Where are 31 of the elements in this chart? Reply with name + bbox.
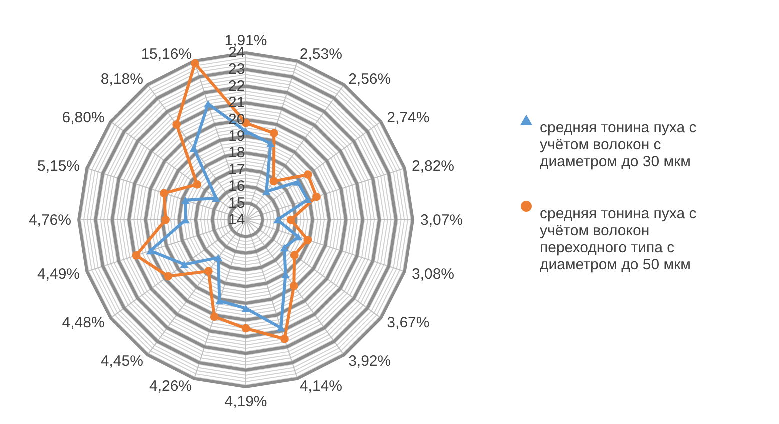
legend-label: средняя тонина пуха с учётом волокон с диаметром до 30 мкм <box>540 120 698 170</box>
spoke-label: 4,45% <box>100 353 144 370</box>
y-tick-label: 19 <box>228 128 246 145</box>
spoke-label: 4,49% <box>37 266 80 283</box>
spoke-label: 4,19% <box>224 394 268 411</box>
y-tick-label: 16 <box>228 178 246 196</box>
spoke-label: 2,56% <box>348 70 392 88</box>
spoke-label: 4,48% <box>62 314 105 332</box>
y-tick-label: 23 <box>228 61 246 78</box>
y-tick-label: 14 <box>228 212 246 228</box>
y-tick-label: 22 <box>228 78 246 95</box>
spoke-label: 4,76% <box>28 212 72 229</box>
spoke-label: 8,18% <box>100 70 144 88</box>
y-tick-label: 18 <box>228 144 246 162</box>
spoke-label: 3,08% <box>412 266 455 283</box>
y-tick-label: 20 <box>228 111 246 128</box>
y-tick-label: 21 <box>228 94 246 112</box>
spoke-label: 5,15% <box>37 158 80 176</box>
y-tick-label: 17 <box>228 161 246 178</box>
y-tick-label: 15 <box>228 194 246 212</box>
spoke-label: 6,80% <box>62 109 105 126</box>
spoke-label: 3,67% <box>387 314 430 332</box>
spoke-label: 2,53% <box>300 46 342 64</box>
spoke-label: 4,14% <box>300 378 342 395</box>
spoke-label: 4,26% <box>150 378 192 395</box>
spoke-label: 2,82% <box>412 158 455 176</box>
spoke-label: 2,74% <box>387 109 430 126</box>
legend-label: средняя тонина пуха с учётом волокон переходного типа с диаметром до 50 мкм <box>540 206 698 274</box>
spoke-label: 3,07% <box>420 212 464 229</box>
spoke-label: 15,16% <box>141 46 192 64</box>
spoke-label: 3,92% <box>348 353 392 370</box>
